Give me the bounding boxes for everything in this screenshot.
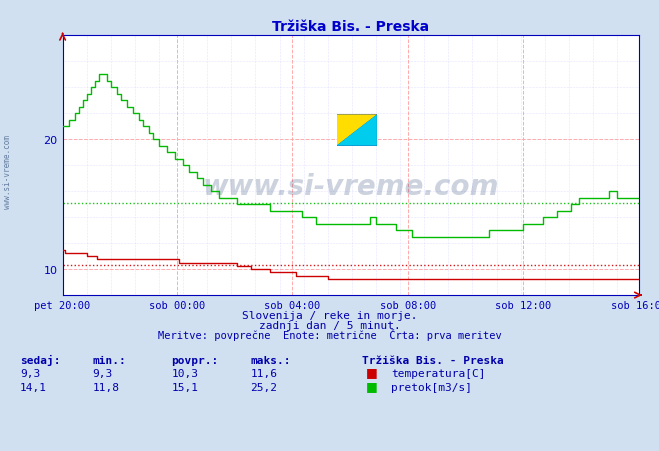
Text: 11,6: 11,6 — [250, 368, 277, 378]
Text: ■: ■ — [366, 365, 378, 378]
Text: 11,8: 11,8 — [92, 382, 119, 392]
Text: 15,1: 15,1 — [171, 382, 198, 392]
Text: povpr.:: povpr.: — [171, 355, 219, 365]
Text: temperatura[C]: temperatura[C] — [391, 368, 485, 378]
Text: Meritve: povprečne  Enote: metrične  Črta: prva meritev: Meritve: povprečne Enote: metrične Črta:… — [158, 329, 501, 341]
Text: pretok[m3/s]: pretok[m3/s] — [391, 382, 472, 392]
Text: www.si-vreme.com: www.si-vreme.com — [203, 173, 499, 200]
Text: sedaj:: sedaj: — [20, 354, 60, 365]
Text: www.si-vreme.com: www.si-vreme.com — [3, 134, 13, 208]
Text: min.:: min.: — [92, 355, 126, 365]
Text: 14,1: 14,1 — [20, 382, 47, 392]
Text: ■: ■ — [366, 379, 378, 392]
Text: 9,3: 9,3 — [20, 368, 40, 378]
Text: zadnji dan / 5 minut.: zadnji dan / 5 minut. — [258, 320, 401, 330]
Text: 25,2: 25,2 — [250, 382, 277, 392]
Text: Slovenija / reke in morje.: Slovenija / reke in morje. — [242, 310, 417, 320]
Text: maks.:: maks.: — [250, 355, 291, 365]
Text: 9,3: 9,3 — [92, 368, 113, 378]
Title: Tržiška Bis. - Preska: Tržiška Bis. - Preska — [272, 19, 430, 33]
Text: 10,3: 10,3 — [171, 368, 198, 378]
Text: Tržiška Bis. - Preska: Tržiška Bis. - Preska — [362, 355, 504, 365]
